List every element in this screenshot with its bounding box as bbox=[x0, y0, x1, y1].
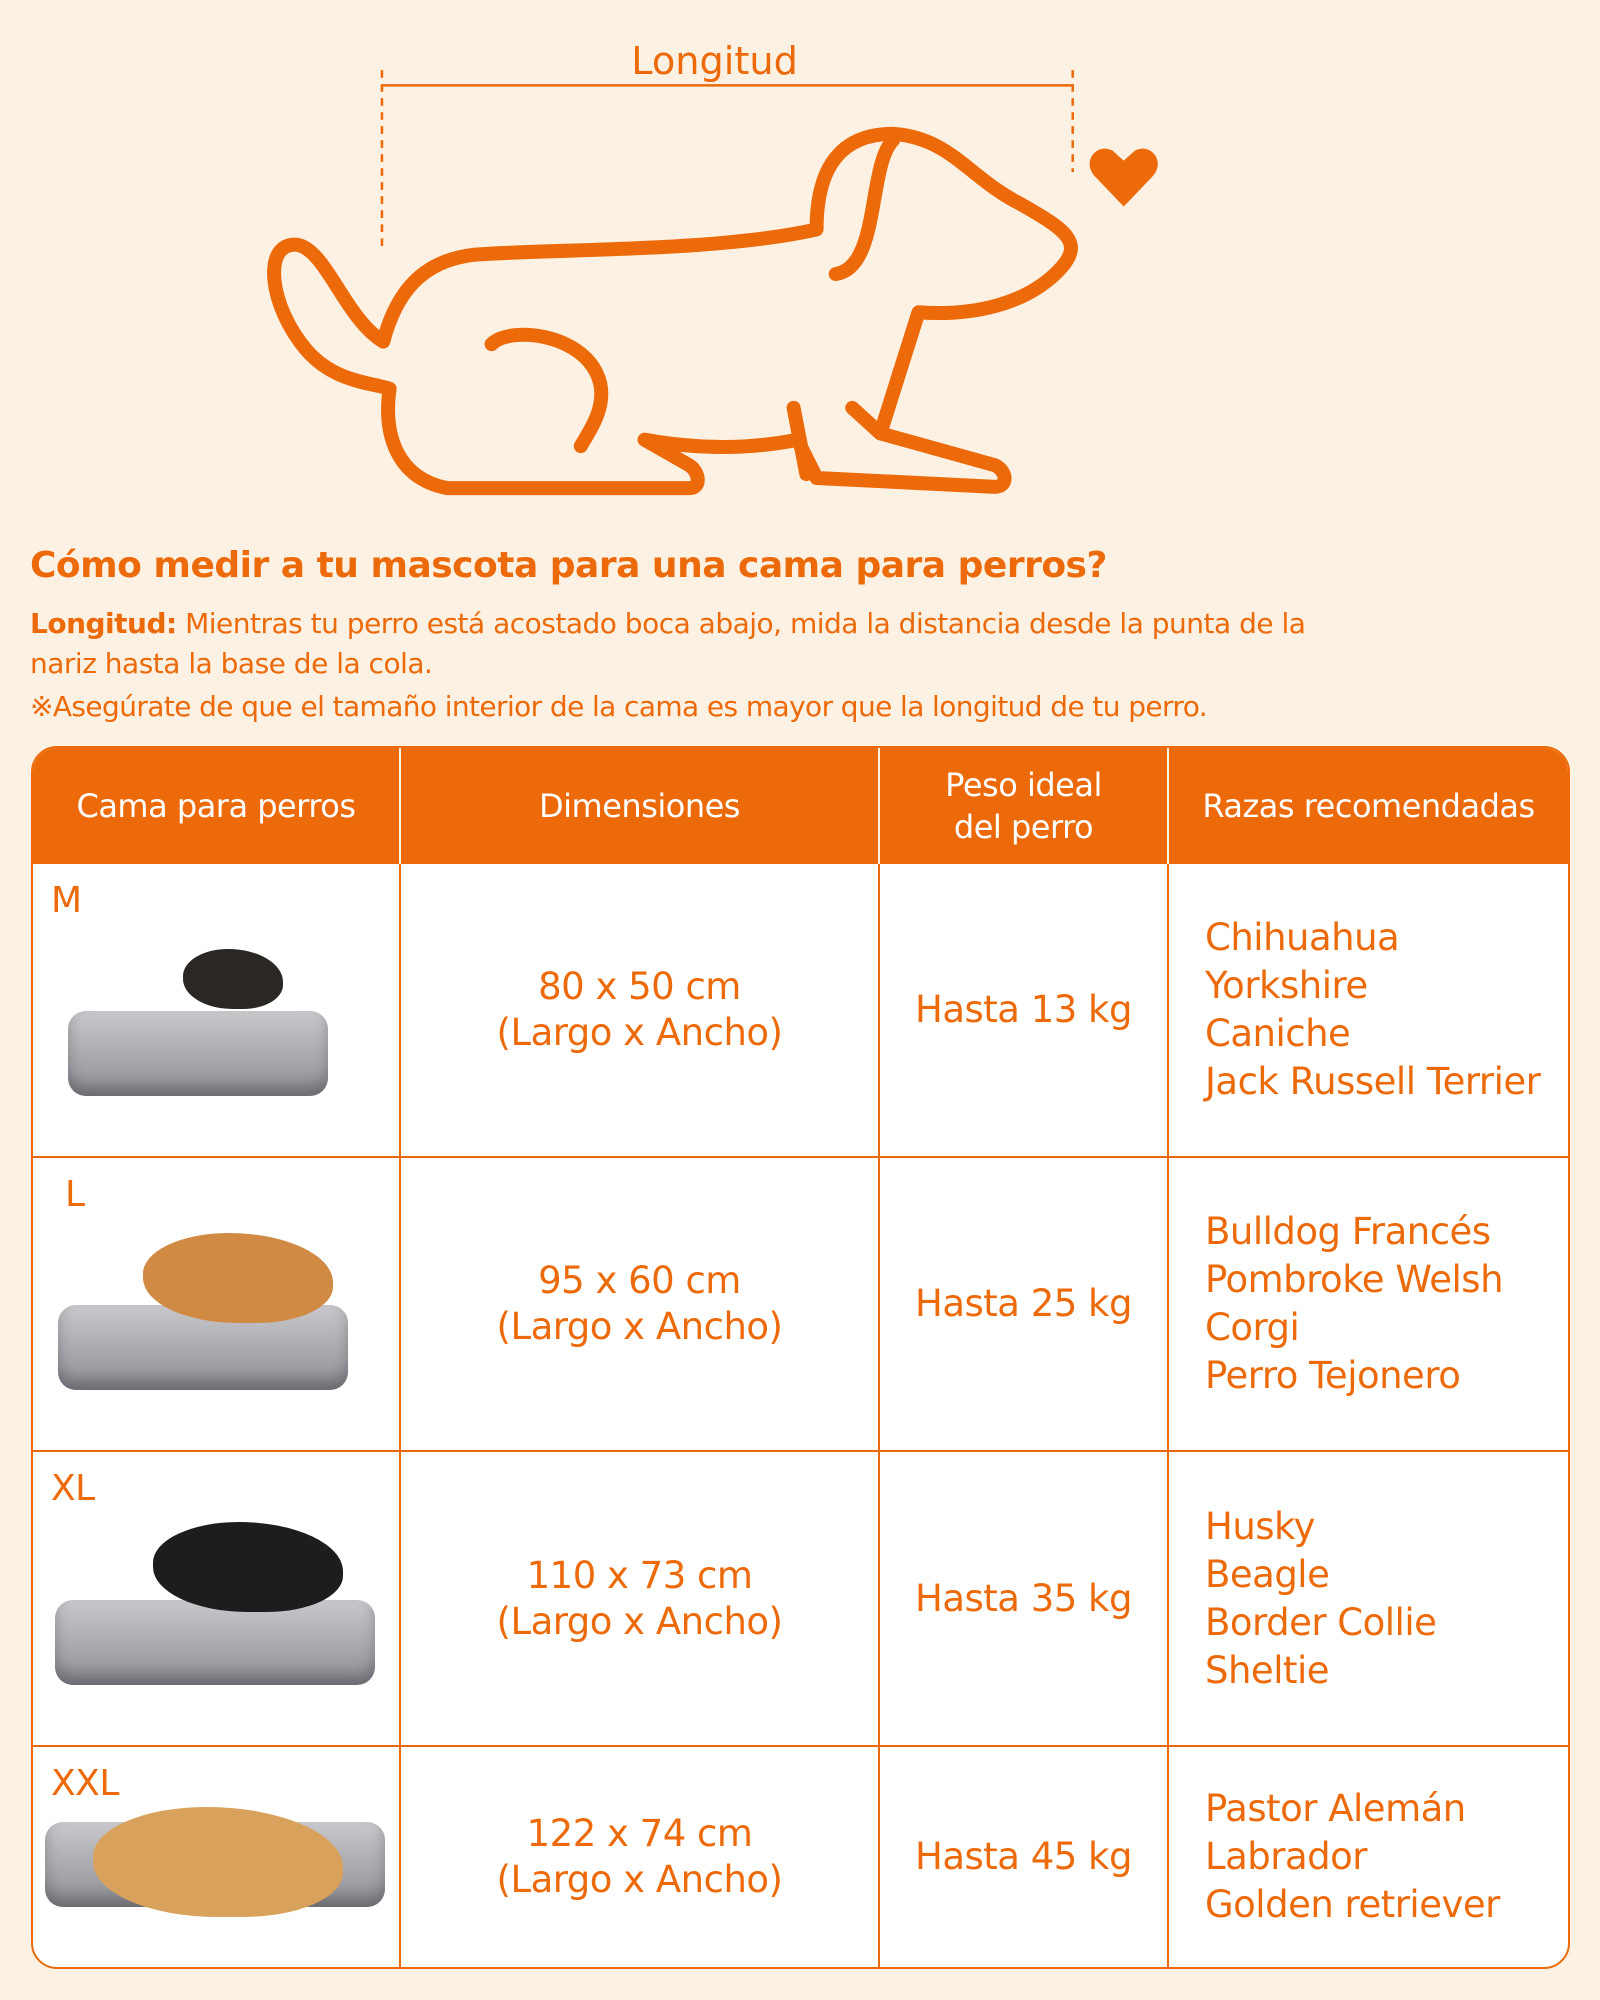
dimensions-cell: 95 x 60 cm (Largo x Ancho) bbox=[401, 1155, 880, 1451]
breed: Pombroke Welsh bbox=[1205, 1258, 1504, 1302]
bed-cell: M bbox=[33, 864, 401, 1156]
length-text: Mientras tu perro está acostado boca aba… bbox=[30, 607, 1306, 680]
weight-cell: Hasta 35 kg bbox=[880, 1450, 1169, 1746]
weight-cell: Hasta 25 kg bbox=[880, 1155, 1169, 1451]
size-label: L bbox=[65, 1173, 85, 1215]
dimensions-note: (Largo x Ancho) bbox=[496, 1305, 783, 1349]
breeds-cell: Chihuahua Yorkshire Caniche Jack Russell Te… bbox=[1169, 864, 1568, 1156]
dog-outline-icon bbox=[267, 126, 1078, 496]
dimensions-cell: 110 x 73 cm (Largo x Ancho) bbox=[401, 1450, 880, 1746]
header-breeds: Razas recomendadas bbox=[1169, 748, 1568, 864]
breeds-cell: Pastor Alemán Labrador Golden retriever bbox=[1169, 1745, 1568, 1967]
dimensions: 122 x 74 cm bbox=[526, 1812, 753, 1856]
breed: Beagle bbox=[1205, 1552, 1330, 1596]
size-label: M bbox=[51, 880, 82, 921]
dog-image bbox=[183, 949, 283, 1009]
breed: Husky bbox=[1205, 1504, 1316, 1548]
length-term: Longitud: bbox=[30, 607, 177, 640]
breeds-cell: Husky Beagle Border Collie Sheltie bbox=[1169, 1450, 1568, 1745]
breed: Jack Russell Terrier bbox=[1205, 1059, 1541, 1103]
breed: Caniche bbox=[1205, 1011, 1351, 1055]
size-label: XXL bbox=[51, 1763, 119, 1805]
table-row: M 80 x 50 cm (Largo x Ancho) Hasta 13 kg … bbox=[33, 864, 1568, 1156]
dog-image bbox=[93, 1807, 343, 1918]
table-header: Cama para perros Dimensiones Peso ideal … bbox=[33, 748, 1568, 864]
breed: Border Collie bbox=[1205, 1600, 1437, 1644]
dimensions-note: (Largo x Ancho) bbox=[496, 1858, 783, 1902]
page-heading: Cómo medir a tu mascota para una cama pa… bbox=[30, 545, 1107, 586]
length-label: Longitud bbox=[631, 40, 798, 84]
heart-icon bbox=[1089, 148, 1158, 207]
bed-cell: XL bbox=[33, 1450, 401, 1746]
breed: Chihuahua bbox=[1205, 915, 1400, 959]
header-dimensions: Dimensiones bbox=[401, 748, 880, 864]
dimensions: 80 x 50 cm bbox=[538, 964, 741, 1008]
bed-image bbox=[55, 1600, 375, 1686]
breed: Labrador bbox=[1205, 1835, 1368, 1879]
header-bed: Cama para perros bbox=[33, 748, 401, 864]
dimensions-note: (Largo x Ancho) bbox=[496, 1010, 783, 1054]
table-row: L 95 x 60 cm (Largo x Ancho) Hasta 25 kg … bbox=[33, 1155, 1568, 1451]
breed: Sheltie bbox=[1205, 1648, 1330, 1692]
table-row: XL 110 x 73 cm (Largo x Ancho) Hasta 35 k… bbox=[33, 1450, 1568, 1746]
table-row: XXL 122 x 74 cm (Largo x Ancho) Hasta 45 … bbox=[33, 1745, 1568, 1967]
dog-image bbox=[143, 1232, 333, 1323]
weight-cell: Hasta 45 kg bbox=[880, 1745, 1169, 1967]
breed: Pastor Alemán bbox=[1205, 1787, 1466, 1831]
dog-measure-illustration: Longitud bbox=[267, 40, 1158, 496]
breed: Yorkshire bbox=[1205, 963, 1368, 1007]
breed: Corgi bbox=[1205, 1306, 1300, 1350]
breed: Golden retriever bbox=[1205, 1883, 1500, 1927]
bed-cell: L bbox=[33, 1155, 401, 1451]
breed: Bulldog Francés bbox=[1205, 1210, 1491, 1254]
bed-image bbox=[68, 1010, 328, 1096]
breeds-cell: Bulldog Francés Pombroke Welsh Corgi Perro … bbox=[1169, 1155, 1568, 1451]
dimensions-cell: 122 x 74 cm (Largo x Ancho) bbox=[401, 1745, 880, 1967]
dog-image bbox=[153, 1522, 343, 1613]
size-note: ※Asegúrate de que el tamaño interior de … bbox=[30, 690, 1208, 723]
dimensions-note: (Largo x Ancho) bbox=[496, 1599, 783, 1643]
dimensions: 95 x 60 cm bbox=[538, 1259, 741, 1303]
size-table: Cama para perros Dimensiones Peso ideal … bbox=[31, 746, 1570, 1969]
length-description: Longitud: Mientras tu perro está acostad… bbox=[30, 604, 1330, 684]
size-label: XL bbox=[51, 1468, 95, 1510]
dimensions: 110 x 73 cm bbox=[526, 1553, 753, 1597]
breed: Perro Tejonero bbox=[1205, 1354, 1461, 1398]
header-weight: Peso ideal del perro bbox=[880, 748, 1169, 864]
bed-cell: XXL bbox=[33, 1745, 401, 1967]
dimensions-cell: 80 x 50 cm (Largo x Ancho) bbox=[401, 864, 880, 1156]
weight-cell: Hasta 13 kg bbox=[880, 864, 1169, 1156]
